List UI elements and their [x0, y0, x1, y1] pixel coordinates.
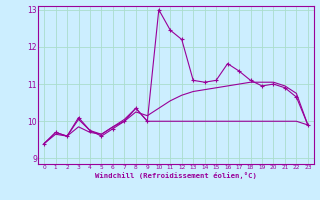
X-axis label: Windchill (Refroidissement éolien,°C): Windchill (Refroidissement éolien,°C)	[95, 172, 257, 179]
